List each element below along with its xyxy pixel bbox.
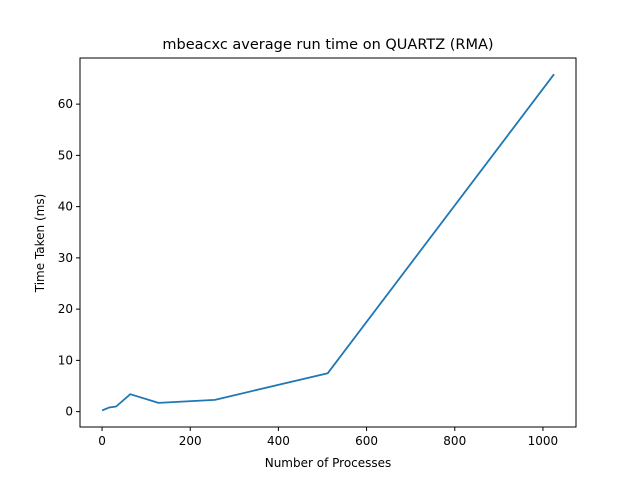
series-line-0 — [101, 73, 555, 412]
y-tick-label: 30 — [58, 251, 73, 265]
y-tick-label: 50 — [58, 148, 73, 162]
x-axis: 0 200 400 600 800 1000 — [98, 427, 558, 448]
x-axis-label: Number of Processes — [265, 456, 392, 470]
plot-area — [79, 57, 577, 428]
y-axis-label: Time Taken (ms) — [33, 194, 47, 294]
x-tick-label: 600 — [355, 434, 378, 448]
x-tick-label: 800 — [443, 434, 466, 448]
y-tick-label: 60 — [58, 97, 73, 111]
x-tick-label: 0 — [98, 434, 106, 448]
y-tick-label: 20 — [58, 302, 73, 316]
y-tick-label: 0 — [65, 405, 73, 419]
y-axis: 0 10 20 30 40 50 60 — [58, 97, 80, 419]
y-tick-label: 10 — [58, 353, 73, 367]
plot-frame — [79, 57, 577, 428]
chart-title: mbeacxc average run time on QUARTZ (RMA) — [162, 37, 493, 53]
y-tick-label: 40 — [58, 200, 73, 214]
x-tick-label: 400 — [267, 434, 290, 448]
x-tick-label: 200 — [179, 434, 202, 448]
x-tick-label: 1000 — [528, 434, 559, 448]
